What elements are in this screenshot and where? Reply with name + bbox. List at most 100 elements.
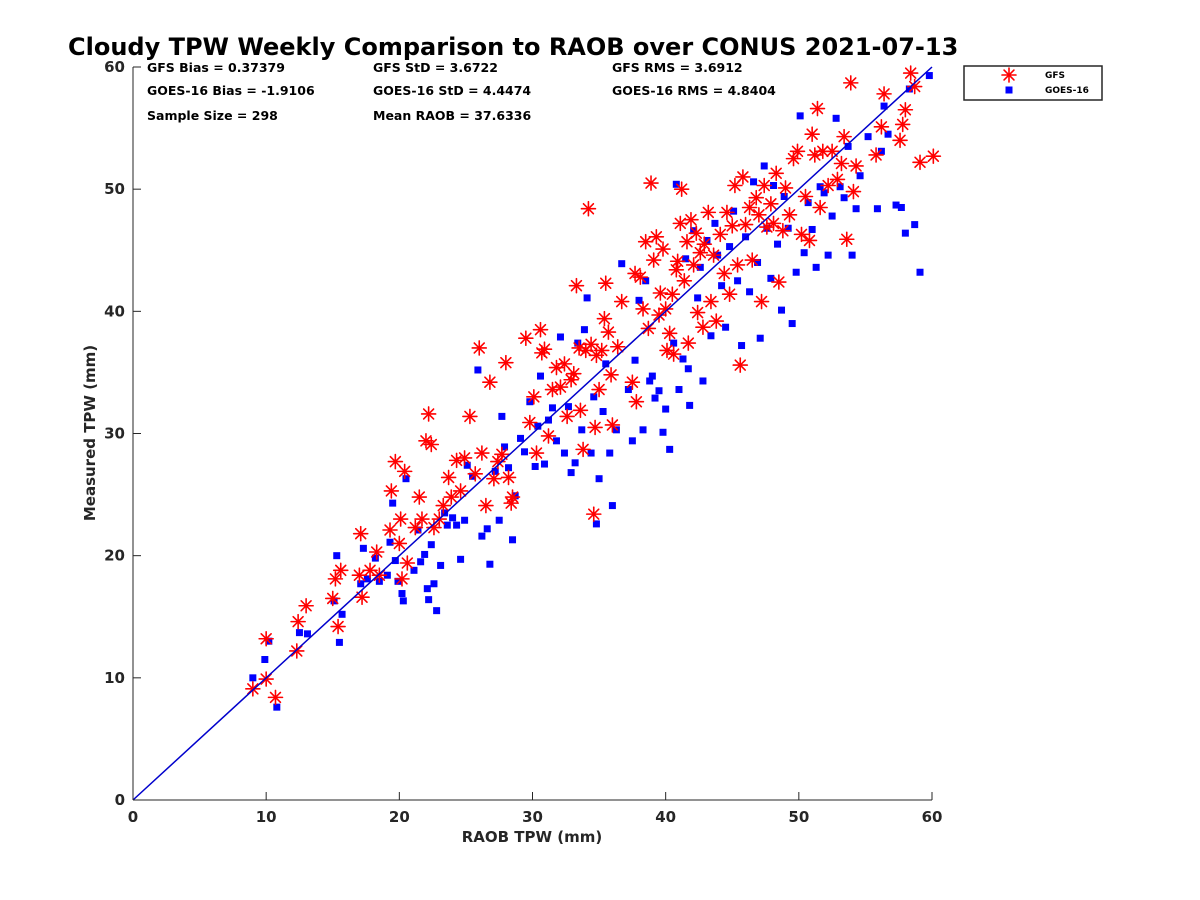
goes16-point	[639, 426, 647, 434]
goes16-point	[441, 509, 449, 517]
gfs-point	[789, 143, 806, 160]
gfs-point	[685, 257, 702, 273]
goes16-point	[662, 405, 670, 413]
goes16-point	[726, 243, 734, 251]
goes16-point	[430, 580, 438, 588]
gfs-point	[727, 177, 743, 194]
gfs-point	[613, 293, 630, 310]
y-tick-label: 20	[104, 547, 125, 565]
gfs-point	[756, 177, 773, 194]
legend: GFS GOES-16	[963, 65, 1103, 101]
goes16-point	[371, 554, 379, 562]
goes16-point	[820, 189, 828, 197]
goes16-point	[628, 437, 636, 445]
goes16-point	[631, 356, 639, 364]
y-tick-label: 40	[104, 302, 125, 320]
gfs-point	[411, 489, 428, 505]
goes16-point	[659, 428, 667, 436]
gfs-point	[600, 324, 617, 340]
goes16-point	[670, 339, 678, 347]
gfs-point	[801, 232, 818, 249]
gfs-point	[679, 233, 695, 250]
x-tick-label: 20	[389, 808, 410, 826]
goes16-point	[812, 263, 820, 271]
gfs-point	[467, 466, 484, 482]
stat-mean-raob: Mean RAOB = 37.6336	[373, 108, 531, 123]
gfs-point	[637, 233, 654, 250]
gfs-point	[664, 286, 681, 303]
gfs-point	[648, 229, 665, 245]
gfs-point	[383, 483, 400, 499]
goes16-point	[694, 294, 702, 302]
gfs-point	[712, 226, 729, 243]
gfs-point	[695, 319, 711, 336]
goes16-point	[511, 492, 519, 500]
goes16-point	[394, 577, 402, 585]
gfs-point	[597, 275, 614, 292]
goes16-point	[580, 326, 588, 334]
gfs-point	[759, 219, 775, 235]
gfs-point	[267, 689, 284, 706]
goes16-point	[427, 541, 435, 549]
gfs-point	[482, 374, 498, 390]
goes16-point	[544, 416, 552, 424]
goes16-point	[592, 520, 600, 528]
goes16-point	[770, 182, 778, 190]
gfs-point	[536, 341, 553, 358]
y-tick-label: 10	[104, 669, 125, 687]
gfs-point	[387, 453, 404, 470]
stat-goes-bias: GOES-16 Bias = -1.9106	[147, 83, 315, 98]
gfs-point	[873, 119, 890, 135]
gfs-point	[716, 265, 733, 282]
stat-sample-size: Sample Size = 298	[147, 108, 278, 123]
gfs-point	[440, 469, 457, 486]
goes16-point	[303, 630, 311, 638]
gfs-point	[544, 381, 561, 398]
gfs-point	[793, 226, 810, 243]
legend-gfs-asterisk	[1001, 67, 1017, 83]
gfs-point	[815, 143, 831, 160]
goes16-point	[383, 571, 391, 579]
x-tick-label: 10	[256, 808, 277, 826]
gfs-point	[676, 272, 693, 289]
goes16-point	[564, 403, 572, 411]
goes16-point	[443, 521, 451, 529]
gfs-point	[603, 367, 619, 383]
gfs-point	[812, 199, 828, 216]
gfs-point	[669, 253, 686, 270]
gfs-point	[591, 381, 607, 398]
gfs-point	[391, 535, 408, 552]
gfs-point	[526, 389, 542, 405]
gfs-point	[351, 567, 368, 584]
goes16-point	[618, 260, 626, 268]
goes16-point	[679, 355, 687, 363]
gfs-point	[528, 445, 545, 461]
legend-marker-gfs	[1001, 67, 1017, 83]
goes16-point	[399, 597, 407, 605]
gfs-point	[399, 555, 416, 571]
gfs-point	[703, 293, 719, 310]
y-tick-label: 50	[104, 180, 125, 198]
gfs-point	[443, 489, 460, 505]
y-tick-label: 30	[104, 425, 125, 443]
plot-area	[132, 65, 942, 801]
goes16-point	[648, 372, 656, 380]
gfs-point	[661, 325, 678, 342]
y-axis-label: Measured TPW (mm)	[81, 345, 99, 521]
goes16-point	[556, 333, 564, 341]
goes16-point	[608, 502, 616, 510]
gfs-point	[471, 340, 488, 356]
goes16-point	[840, 194, 848, 202]
goes16-point	[478, 532, 486, 540]
gfs-point	[452, 483, 469, 499]
goes16-point	[453, 521, 461, 529]
goes16-point	[734, 277, 742, 285]
goes16-point	[824, 251, 832, 259]
goes16-point	[756, 334, 764, 342]
gfs-point	[392, 511, 409, 527]
goes16-point	[897, 203, 905, 211]
gfs-point	[744, 252, 761, 268]
gfs-point	[632, 269, 649, 285]
goes16-point	[684, 365, 692, 373]
axis-ticks: 0 10 20 30 40 50 60 0 10 20 30 40 50 60	[104, 58, 942, 826]
